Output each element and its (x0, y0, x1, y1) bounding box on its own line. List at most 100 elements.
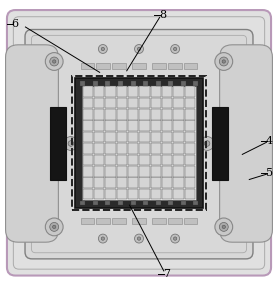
FancyBboxPatch shape (6, 45, 58, 242)
Bar (116, 109, 127, 120)
Bar (96, 63, 110, 69)
Circle shape (64, 137, 78, 150)
Circle shape (135, 44, 143, 53)
Bar (94, 143, 105, 154)
Bar (162, 177, 172, 188)
Bar (184, 218, 197, 224)
Bar (173, 143, 184, 154)
Circle shape (98, 44, 107, 53)
Bar (173, 132, 184, 142)
Bar (112, 218, 126, 224)
Bar (105, 98, 116, 108)
Circle shape (68, 141, 74, 146)
Bar (128, 177, 138, 188)
Bar (81, 63, 94, 69)
Text: 4: 4 (266, 136, 273, 146)
Bar (81, 218, 94, 224)
Bar (151, 132, 161, 142)
Circle shape (204, 141, 210, 146)
Bar (173, 86, 184, 97)
Bar (139, 189, 150, 199)
Bar (181, 81, 186, 86)
Bar (185, 177, 195, 188)
Bar (83, 155, 93, 165)
Bar (128, 143, 138, 154)
Circle shape (219, 57, 228, 66)
Bar (193, 201, 198, 205)
Bar (162, 189, 172, 199)
Bar (173, 166, 184, 177)
Bar (168, 81, 173, 86)
Bar (128, 189, 138, 199)
Bar (184, 63, 197, 69)
Bar (212, 107, 228, 180)
Circle shape (222, 60, 225, 63)
Bar (128, 166, 138, 177)
Bar (151, 109, 161, 120)
Bar (116, 166, 127, 177)
Circle shape (171, 44, 180, 53)
Bar (162, 143, 172, 154)
Bar (143, 201, 148, 205)
Bar (162, 98, 172, 108)
Bar (185, 166, 195, 177)
Bar (151, 143, 161, 154)
Bar (139, 121, 150, 131)
Circle shape (50, 222, 59, 231)
Bar (128, 121, 138, 131)
Bar (139, 155, 150, 165)
Circle shape (171, 234, 180, 243)
Bar (152, 218, 166, 224)
Circle shape (101, 47, 105, 51)
Bar (116, 98, 127, 108)
Bar (132, 218, 146, 224)
Bar (162, 155, 172, 165)
Bar (83, 132, 93, 142)
Circle shape (200, 137, 214, 150)
Bar (105, 132, 116, 142)
Bar (162, 109, 172, 120)
Bar (168, 218, 182, 224)
Bar (168, 63, 182, 69)
Bar (162, 166, 172, 177)
Bar (168, 201, 173, 205)
Bar (173, 98, 184, 108)
Bar (94, 98, 105, 108)
Bar (181, 201, 186, 205)
Bar (83, 109, 93, 120)
Bar (105, 143, 116, 154)
Circle shape (53, 60, 56, 63)
Bar (83, 143, 93, 154)
Bar (139, 143, 150, 154)
Bar (185, 109, 195, 120)
Bar (151, 177, 161, 188)
Bar (105, 109, 116, 120)
Bar (116, 132, 127, 142)
Bar (130, 201, 135, 205)
Bar (83, 189, 93, 199)
Bar (139, 86, 150, 97)
Bar (83, 98, 93, 108)
Bar (105, 155, 116, 165)
Bar (105, 121, 116, 131)
Bar (139, 166, 150, 177)
Circle shape (173, 237, 177, 240)
Bar (116, 143, 127, 154)
FancyBboxPatch shape (7, 10, 271, 276)
Bar (105, 189, 116, 199)
Bar (94, 155, 105, 165)
Circle shape (137, 47, 141, 51)
Circle shape (45, 53, 63, 70)
Circle shape (173, 47, 177, 51)
Bar (132, 63, 146, 69)
Circle shape (45, 218, 63, 236)
Bar (72, 76, 206, 210)
Bar (50, 107, 66, 180)
Bar (193, 81, 198, 86)
Circle shape (135, 234, 143, 243)
Bar (185, 121, 195, 131)
Bar (116, 189, 127, 199)
Bar (83, 86, 93, 97)
Bar (94, 109, 105, 120)
Bar (128, 155, 138, 165)
